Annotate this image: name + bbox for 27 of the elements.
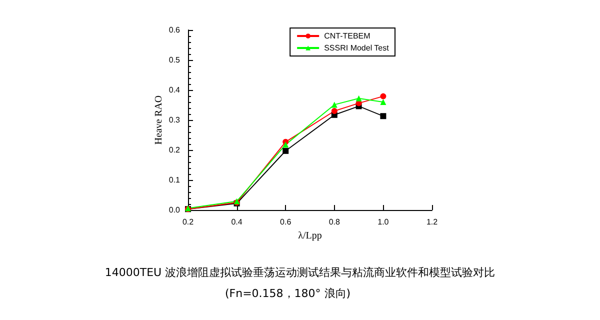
y-tick-label: 0.4 [168,86,181,94]
y-tick-label: 0.0 [168,206,181,214]
y-tick-label: 0.5 [168,56,181,64]
x-tick-label: 1.0 [378,218,390,226]
legend-label: SSSRI Model Test [324,44,390,52]
x-tick-label: 0.2 [182,218,194,226]
y-tick-label: 0.3 [168,116,181,124]
point [282,148,289,154]
point [331,102,338,108]
text: 14000TEU 波浪增阻虚拟试验垂荡运动测试结果与粘流商业软件和模型试验对比 [104,266,496,279]
legend-label: CNT-TEBEM [324,32,371,40]
x-tick-label: 0.8 [328,218,341,226]
y-tick-label: 0.6 [168,26,181,34]
point [380,93,386,100]
point [356,95,362,102]
y-axis-title: Heave RAO [154,95,164,145]
x-tick-label: 1.2 [426,218,438,226]
point [380,99,386,105]
point [331,108,338,114]
point [282,142,289,148]
y-tick-label: 0.1 [168,176,181,184]
y-tick-label: 0.2 [168,146,181,154]
text: (Fn=0.158，180° 浪向) [225,287,351,300]
x-tick-label: 0.6 [280,218,292,226]
point [380,113,386,120]
x-tick-label: 0.4 [231,218,243,226]
x-axis-title: λ/Lpp [298,230,322,242]
